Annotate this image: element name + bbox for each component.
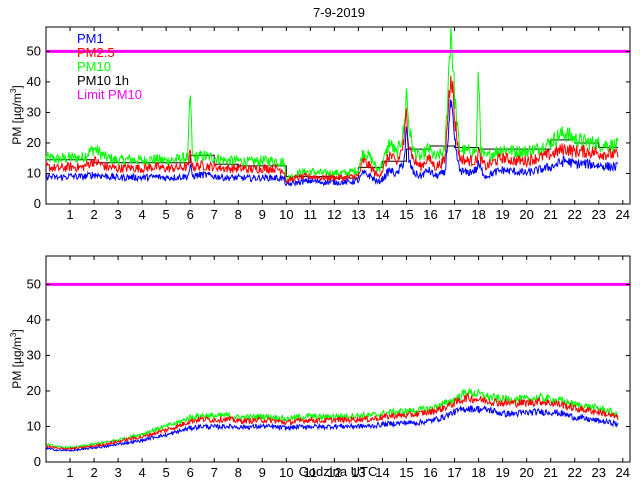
bottom-y-tick-label: 30: [27, 347, 41, 362]
bottom-x-tick-label: 15: [399, 465, 413, 480]
bottom-plot-area: [45, 255, 631, 463]
bottom-x-tick-label: 20: [519, 465, 533, 480]
bottom-y-tick-label: 40: [27, 312, 41, 327]
bottom-x-tick-label: 18: [471, 465, 485, 480]
bottom-x-tick-label: 21: [543, 465, 557, 480]
top-plot-series: [45, 26, 630, 187]
top-x-tick-label: 6: [187, 207, 194, 222]
top-y-tick-label: 0: [34, 196, 41, 211]
top-x-tick-label: 14: [375, 207, 389, 222]
legend-entry-pm10: PM10: [77, 59, 111, 74]
chart-title: 7-9-2019: [313, 5, 365, 20]
bottom-series-pm10: [45, 388, 619, 450]
top-x-tick-label: 13: [351, 207, 365, 222]
legend-entry-limit-pm10: Limit PM10: [77, 87, 142, 102]
top-x-tick-label: 21: [543, 207, 557, 222]
top-x-tick-label: 3: [114, 207, 121, 222]
bottom-y-tick-label: 0: [34, 454, 41, 469]
top-y-tick-label: 20: [27, 135, 41, 150]
top-series-pm1: [45, 99, 619, 187]
bottom-x-tick-label: 11: [304, 465, 318, 480]
bottom-x-tick-label: 17: [447, 465, 461, 480]
bottom-x-tick-label: 22: [567, 465, 581, 480]
top-x-tick-label: 12: [327, 207, 341, 222]
top-y-tick-label: 10: [27, 165, 41, 180]
bottom-x-tick-label: 9: [259, 465, 266, 480]
bottom-x-tick-label: 10: [279, 465, 293, 480]
top-y-tick-label: 50: [27, 43, 41, 58]
top-series-pm2-5: [45, 75, 619, 184]
top-y-axis-label: PM [µg/m3]: [9, 85, 24, 144]
bottom-plot-series: [45, 282, 630, 452]
bottom-series-pm2-5: [45, 391, 619, 451]
top-x-tick-label: 9: [259, 207, 266, 222]
bottom-x-tick-label: 8: [235, 465, 242, 480]
bottom-x-tick-label: 1: [66, 465, 73, 480]
bottom-x-tick-label: 6: [187, 465, 194, 480]
bottom-x-tick-label: 13: [351, 465, 365, 480]
top-x-tick-label: 23: [592, 207, 606, 222]
top-x-tick-label: 18: [471, 207, 485, 222]
top-x-tick-label: 10: [279, 207, 293, 222]
bottom-y-tick-label: 50: [27, 276, 41, 291]
legend-entry-pm1: PM1: [77, 31, 104, 46]
bottom-x-tick-label: 24: [616, 465, 630, 480]
top-x-tick-label: 4: [139, 207, 146, 222]
top-x-tick-label: 2: [90, 207, 97, 222]
bottom-x-tick-label: 16: [423, 465, 437, 480]
bottom-series-pm1: [45, 404, 619, 452]
bottom-y-axis-label: PM [µg/m3]: [9, 329, 24, 388]
bottom-x-tick-label: 4: [139, 465, 146, 480]
bottom-axes: 1 2 3 4 5 6 7 8 9 10 11 12 13 14 15 16 17 18 19 20 21 22 23 240…: [27, 256, 630, 480]
bottom-x-tick-label: 3: [114, 465, 121, 480]
x-axis-label: Godzina UTC: [299, 464, 378, 479]
top-x-tick-label: 7: [211, 207, 218, 222]
bottom-x-tick-label: 2: [90, 465, 97, 480]
bottom-x-tick-label: 23: [592, 465, 606, 480]
top-x-tick-label: 19: [495, 207, 509, 222]
bottom-y-tick-label: 20: [27, 383, 41, 398]
top-x-tick-label: 1: [66, 207, 73, 222]
top-axes: 1 2 3 4 5 6 7 8 9 10 11 12 13 14 15 16 17 18 19 20 21 22 23 240…: [27, 27, 630, 222]
top-x-tick-label: 5: [163, 207, 170, 222]
bottom-y-tick-label: 10: [27, 418, 41, 433]
top-x-tick-label: 24: [616, 207, 630, 222]
top-x-tick-label: 17: [447, 207, 461, 222]
top-x-tick-label: 11: [304, 207, 318, 222]
legend-entry-pm10-1h: PM10 1h: [77, 73, 129, 88]
top-x-tick-label: 20: [519, 207, 533, 222]
top-x-tick-label: 15: [399, 207, 413, 222]
top-y-tick-label: 40: [27, 74, 41, 89]
top-x-tick-label: 8: [235, 207, 242, 222]
bottom-x-tick-label: 19: [495, 465, 509, 480]
legend-entry-pm2-5: PM2.5: [77, 45, 115, 60]
bottom-x-tick-label: 5: [163, 465, 170, 480]
bottom-x-tick-label: 7: [211, 465, 218, 480]
top-x-tick-label: 22: [567, 207, 581, 222]
bottom-x-tick-label: 14: [375, 465, 389, 480]
top-x-tick-label: 16: [423, 207, 437, 222]
bottom-x-tick-label: 12: [327, 465, 341, 480]
top-y-tick-label: 30: [27, 104, 41, 119]
